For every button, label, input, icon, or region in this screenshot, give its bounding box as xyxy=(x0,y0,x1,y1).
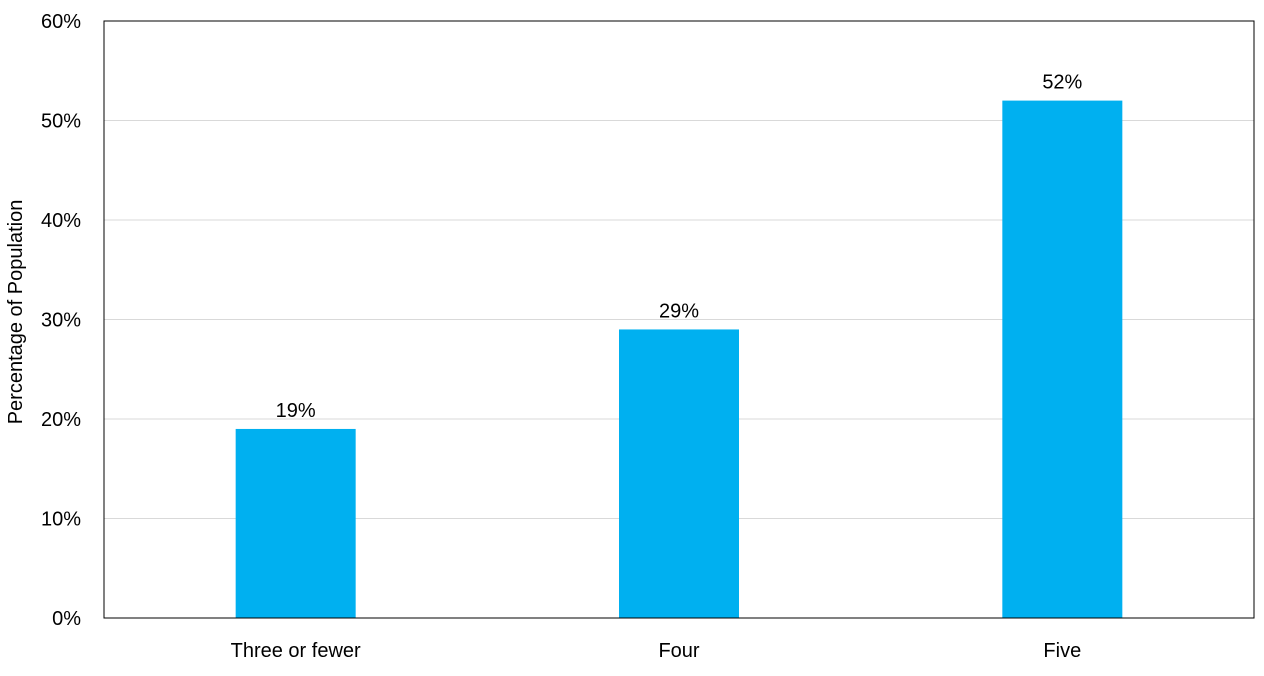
y-axis-label: Percentage of Population xyxy=(5,200,27,425)
data-labels: 19% 29% 52% xyxy=(276,72,1083,422)
x-tick-label: Five xyxy=(1043,640,1081,662)
plot-frame xyxy=(103,20,1255,619)
bar xyxy=(1002,100,1123,619)
y-tick-label: 0% xyxy=(52,608,81,630)
x-tick-labels: Three or fewer Four Five xyxy=(231,640,1082,662)
data-label: 29% xyxy=(659,300,699,322)
y-tick-labels: 0% 10% 20% 30% 40% 50% 60% xyxy=(41,11,81,630)
y-tick-label: 50% xyxy=(41,111,81,133)
y-tick-label: 10% xyxy=(41,509,81,531)
y-tick-label: 20% xyxy=(41,409,81,431)
bar xyxy=(619,329,739,618)
y-tick-label: 30% xyxy=(41,310,81,332)
bar xyxy=(235,428,356,618)
bars xyxy=(235,100,1123,619)
plot-border xyxy=(103,20,1255,619)
data-label: 19% xyxy=(276,400,316,422)
y-tick-label: 60% xyxy=(41,11,81,33)
data-label: 52% xyxy=(1042,72,1082,94)
x-tick-label: Three or fewer xyxy=(231,640,361,662)
x-tick-label: Four xyxy=(658,640,699,662)
y-tick-label: 40% xyxy=(41,210,81,232)
